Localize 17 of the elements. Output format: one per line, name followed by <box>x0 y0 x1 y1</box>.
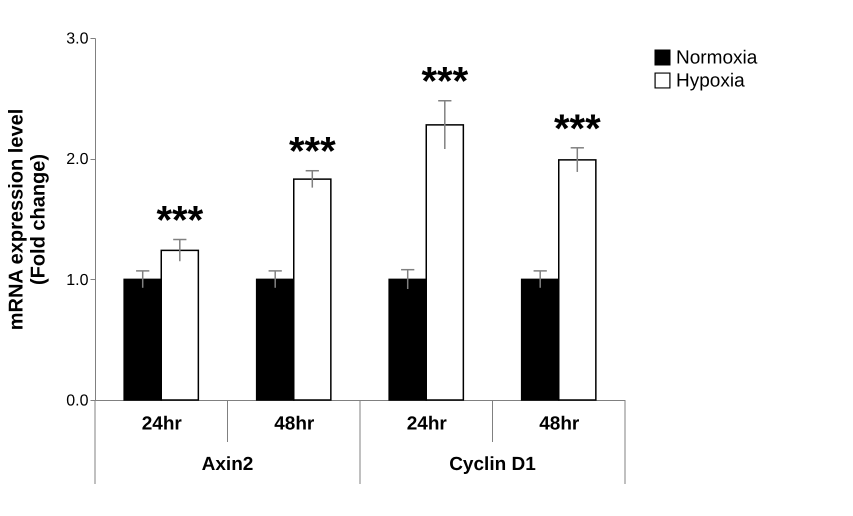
annotation: *** <box>288 130 336 174</box>
y-tick-label: 1.0 <box>66 272 89 289</box>
text: Cyclin D1 <box>449 454 536 475</box>
annotation: *** <box>421 60 469 104</box>
x-tick-label: 24hr <box>406 414 448 434</box>
y-tick-label: 0.0 <box>66 392 89 410</box>
annotation: *** <box>156 198 204 243</box>
legend-label: Normoxia <box>676 48 758 68</box>
text: Axin2 <box>202 454 254 475</box>
x-tick-label: 24hr <box>142 414 182 434</box>
x-tick-label: 48hr <box>274 414 315 434</box>
annotation: *** <box>554 106 602 151</box>
y-tick-label: 3.0 <box>66 30 89 48</box>
legend-label: Hypoxia <box>676 70 746 92</box>
x-tick-label: 48hr <box>539 414 580 434</box>
y-tick-label: 2.0 <box>66 151 89 168</box>
y-axis-title: mRNA expression level (Fold change) <box>5 108 50 330</box>
